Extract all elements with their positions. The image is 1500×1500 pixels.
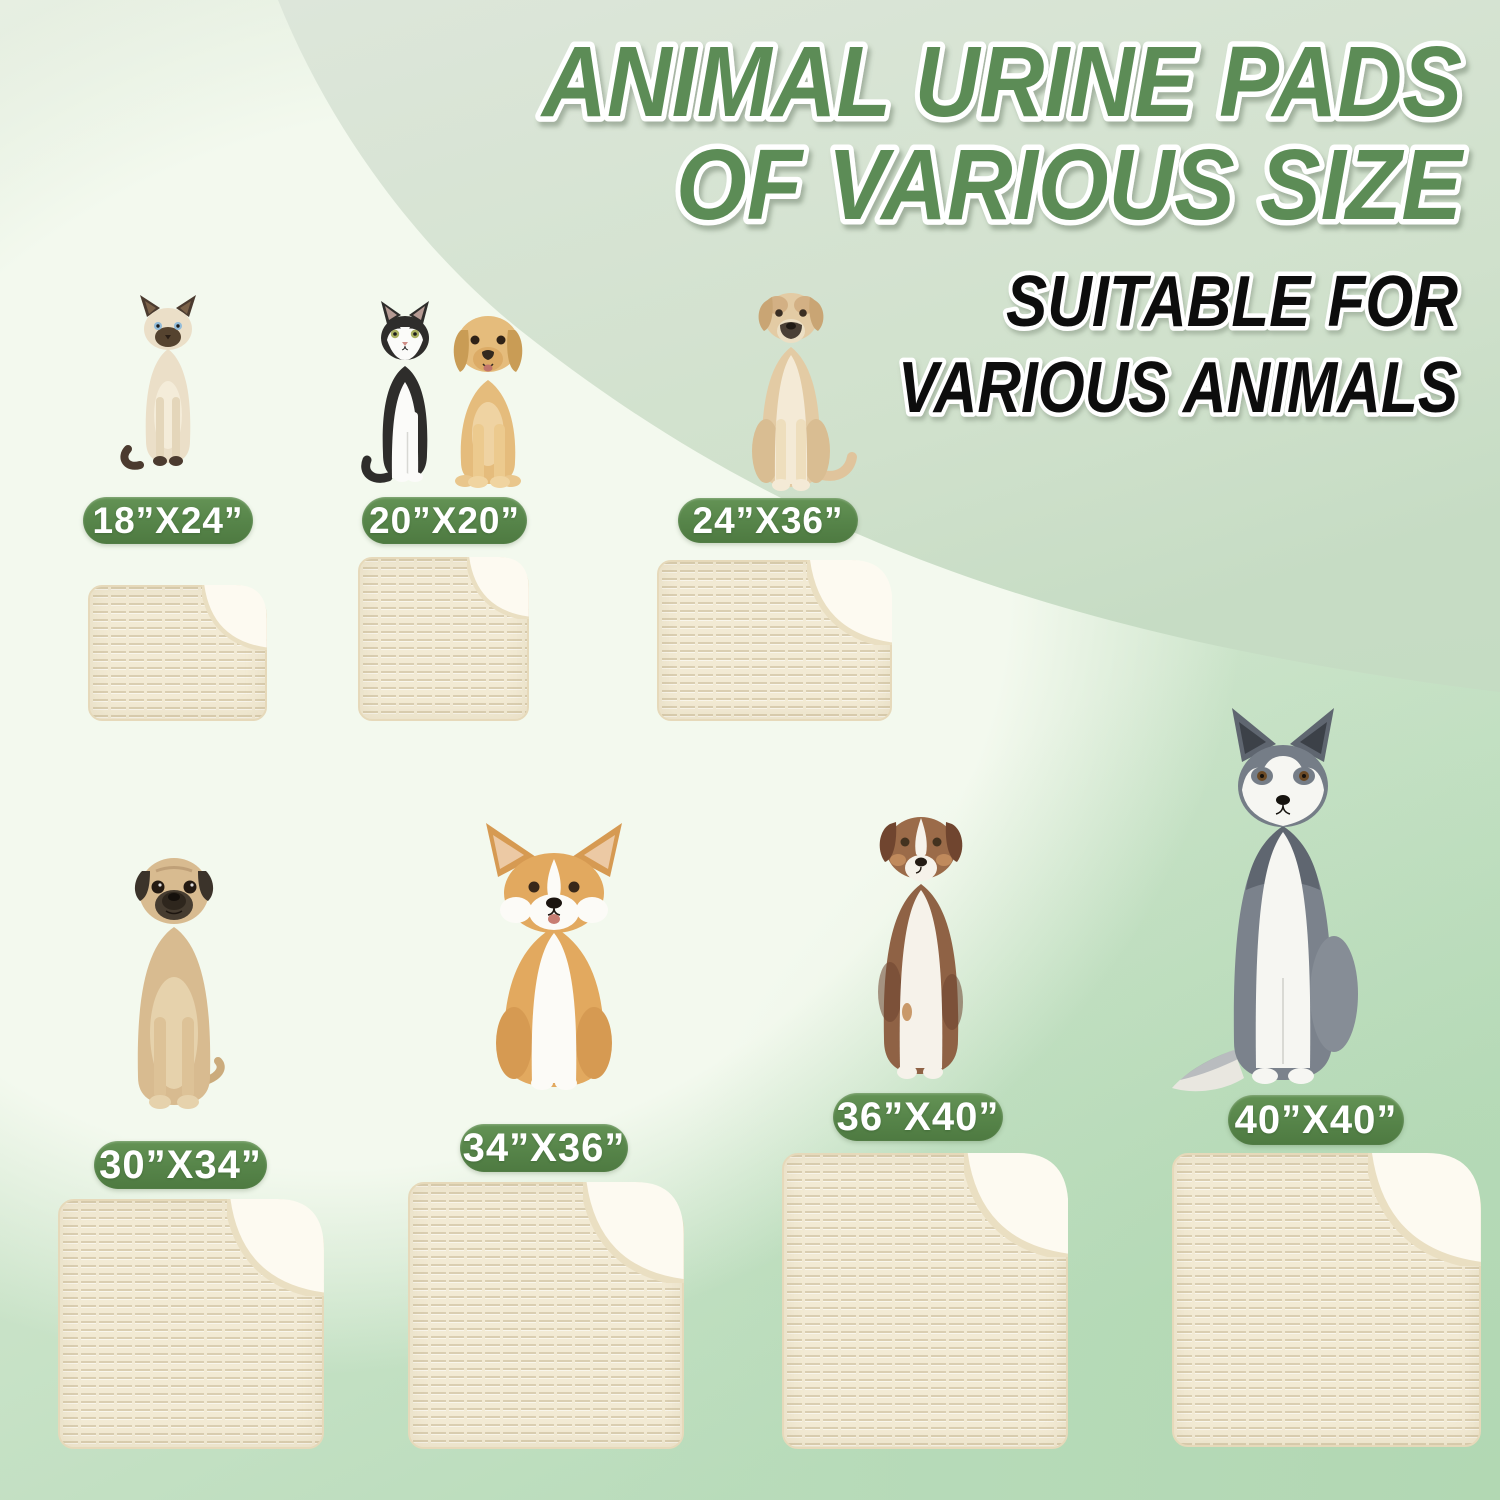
pee-pad-photo-36x40	[782, 1153, 1068, 1449]
size-badge-label: 20”X20”	[369, 499, 520, 541]
pad-folded-corner	[1368, 1153, 1481, 1266]
subtitle-line-1: SUITABLE FOR	[1006, 262, 1458, 342]
husky-photo	[1150, 698, 1416, 1100]
pee-pad-photo-34x36	[408, 1182, 684, 1449]
size-badge-34x36: 34”X36”	[460, 1124, 628, 1172]
title-line-2: OF VARIOUS SIZE	[676, 129, 1465, 241]
pad-folded-corner	[227, 1199, 324, 1296]
pad-folded-corner	[467, 557, 529, 619]
tuxedo-cat-and-puppy-photo	[358, 282, 536, 494]
australian-shepherd-photo	[838, 792, 1004, 1098]
size-badge-label: 18”X24”	[92, 499, 244, 541]
pad-folded-corner	[583, 1182, 684, 1283]
size-badge-label: 36”X40”	[836, 1094, 1000, 1139]
siamese-cat-photo	[118, 293, 218, 473]
pad-folded-corner	[806, 560, 892, 646]
size-badge-label: 30”X34”	[99, 1142, 262, 1187]
pee-pad-photo-40x40	[1172, 1153, 1481, 1447]
headline-group: ANIMAL URINE PADS OF VARIOUS SIZE	[534, 21, 1471, 247]
size-badge-label: 40”X40”	[1234, 1097, 1398, 1142]
title-line-1: ANIMAL URINE PADS	[539, 26, 1462, 138]
subtitle-line-2: VARIOUS ANIMALS	[898, 348, 1458, 428]
size-badge-label: 34”X36”	[462, 1125, 626, 1170]
size-badge-36x40: 36”X40”	[833, 1093, 1003, 1141]
size-badge-40x40: 40”X40”	[1228, 1095, 1404, 1145]
size-badge-30x34: 30”X34”	[94, 1141, 267, 1189]
pee-pad-photo-24x36	[657, 560, 892, 721]
pee-pad-photo-18x24	[88, 585, 267, 721]
pug-photo	[88, 845, 260, 1125]
subtitle-group: SUITABLE FOR VARIOUS ANIMALS	[894, 258, 1463, 433]
pee-pad-photo-30x34	[58, 1199, 324, 1449]
tan-dog-photo	[720, 279, 862, 494]
corgi-photo	[436, 815, 672, 1102]
size-badge-24x36: 24”X36”	[678, 498, 858, 543]
size-badge-18x24: 18”X24”	[83, 497, 253, 544]
pad-folded-corner	[963, 1153, 1068, 1258]
size-badge-20x20: 20”X20”	[362, 497, 527, 544]
pad-folded-corner	[202, 585, 267, 650]
size-badge-label: 24”X36”	[692, 499, 844, 541]
pee-pad-photo-20x20	[358, 557, 529, 721]
